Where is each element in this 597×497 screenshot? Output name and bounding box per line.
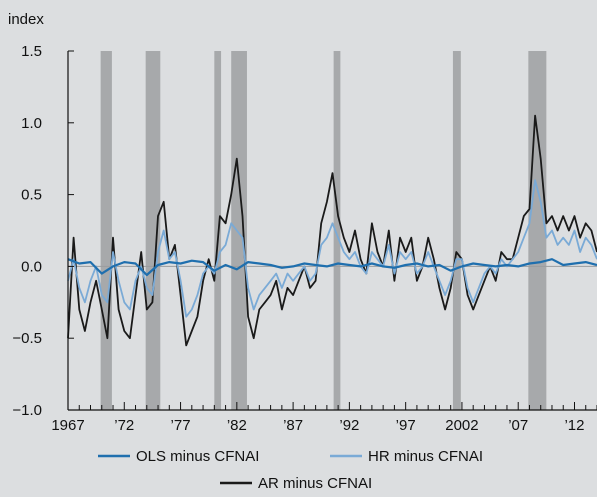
legend-label: AR minus CFNAI	[258, 475, 372, 492]
legend-label: HR minus CFNAI	[368, 448, 483, 465]
recession-bar-6	[528, 51, 547, 410]
recession-shading	[100, 51, 547, 410]
y-tick-label: 0.5	[21, 187, 42, 204]
recession-bar-4	[333, 51, 341, 410]
x-tick-label: ’92	[339, 417, 359, 434]
recession-bar-5	[452, 51, 461, 410]
legend: OLS minus CFNAI HR minus CFNAI AR minus CF…	[98, 448, 483, 492]
x-tick-label: ’12	[564, 417, 584, 434]
recession-bar-0	[100, 51, 112, 410]
x-tick-label: 1967	[51, 417, 84, 434]
y-tick-label: −1.0	[12, 402, 42, 419]
y-tick-label: 0.0	[21, 258, 42, 275]
x-tick-label: ’87	[283, 417, 303, 434]
x-tick-label: ’72	[114, 417, 134, 434]
x-tick-label: 2002	[445, 417, 478, 434]
series-line-ols-minus-cfnai	[67, 258, 597, 277]
legend-label: OLS minus CFNAI	[136, 448, 259, 465]
x-tick-label: ’07	[508, 417, 528, 434]
x-tick-label: ’77	[171, 417, 191, 434]
recession-bar-2	[214, 51, 222, 410]
y-tick-label: 1.5	[21, 43, 42, 60]
series-lines	[67, 114, 597, 347]
recession-bar-1	[145, 51, 161, 410]
y-tick-label: 1.0	[21, 115, 42, 132]
axes: 1.5 1.0 0.5 0.0 −0.5 −1.0 1967 ’72 ’77 ’82 ’87 ’92 ’…	[12, 43, 597, 434]
x-tick-label: ’82	[227, 417, 247, 434]
y-tick-label: −0.5	[12, 330, 42, 347]
x-tick-label: ’97	[396, 417, 416, 434]
series-line-ar-minus-cfnai	[67, 114, 597, 347]
y-axis-label: index	[8, 11, 44, 28]
recession-bar-3	[231, 51, 247, 410]
